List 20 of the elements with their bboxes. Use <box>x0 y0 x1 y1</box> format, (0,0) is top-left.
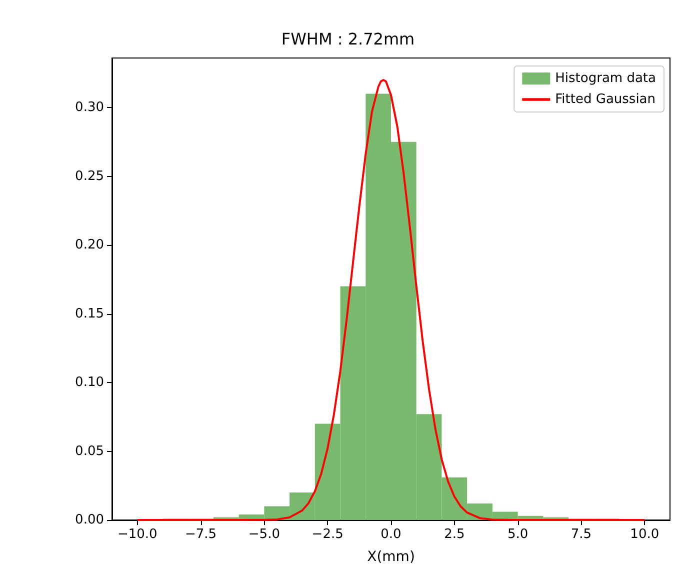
x-axis-title: X(mm) <box>367 549 415 565</box>
y-tick-label: 0.25 <box>75 168 104 184</box>
x-tick-label: −7.5 <box>184 527 217 542</box>
x-tick-label: −5.0 <box>248 527 280 542</box>
y-tick-label: 0.30 <box>75 100 104 115</box>
x-tick-label: −2.5 <box>312 527 344 542</box>
y-tick-label: 0.10 <box>75 375 104 390</box>
x-tick-label: 5.0 <box>507 527 528 542</box>
legend-label: Fitted Gaussian <box>555 92 656 107</box>
x-tick-label: 10.0 <box>630 527 660 542</box>
chart-title: FWHM : 2.72mm <box>281 30 415 48</box>
y-tick-label: 0.15 <box>75 306 104 322</box>
x-tick-label: 2.5 <box>444 527 465 542</box>
legend-label: Histogram data <box>555 71 656 86</box>
y-tick-label: 0.20 <box>75 238 104 252</box>
y-tick-label: 0.05 <box>75 444 104 459</box>
x-tick-label: −10.0 <box>117 527 158 542</box>
y-tick-label: 0.00 <box>75 512 104 528</box>
x-tick-label: 7.5 <box>570 527 592 542</box>
x-tick-label: 0.0 <box>380 527 402 542</box>
